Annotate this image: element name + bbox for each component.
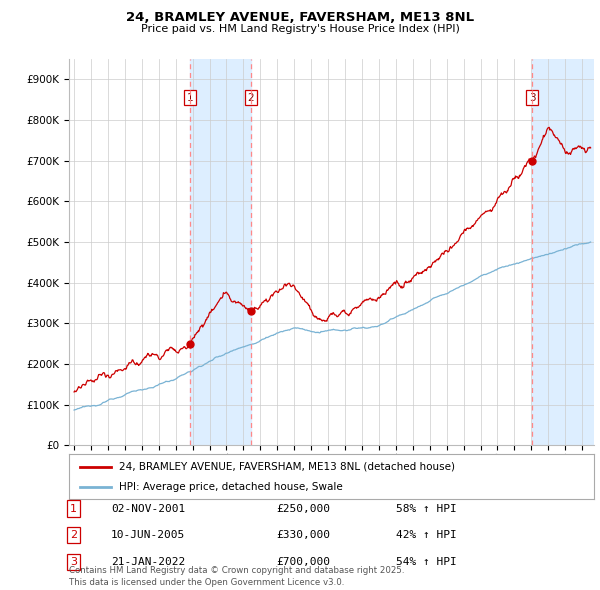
Text: 02-NOV-2001: 02-NOV-2001 (111, 504, 185, 513)
Text: 24, BRAMLEY AVENUE, FAVERSHAM, ME13 8NL (detached house): 24, BRAMLEY AVENUE, FAVERSHAM, ME13 8NL … (119, 462, 455, 471)
Text: 54% ↑ HPI: 54% ↑ HPI (396, 557, 457, 566)
Text: 58% ↑ HPI: 58% ↑ HPI (396, 504, 457, 513)
Text: 2: 2 (70, 530, 77, 540)
Text: £250,000: £250,000 (276, 504, 330, 513)
Text: 1: 1 (187, 93, 193, 103)
Text: 1: 1 (70, 504, 77, 513)
Text: 24, BRAMLEY AVENUE, FAVERSHAM, ME13 8NL: 24, BRAMLEY AVENUE, FAVERSHAM, ME13 8NL (126, 11, 474, 24)
Text: £330,000: £330,000 (276, 530, 330, 540)
Text: 3: 3 (529, 93, 535, 103)
Text: 3: 3 (70, 557, 77, 566)
Bar (532, 59, 594, 445)
Text: HPI: Average price, detached house, Swale: HPI: Average price, detached house, Swal… (119, 483, 343, 493)
Text: Price paid vs. HM Land Registry's House Price Index (HPI): Price paid vs. HM Land Registry's House … (140, 24, 460, 34)
Text: 10-JUN-2005: 10-JUN-2005 (111, 530, 185, 540)
Text: £700,000: £700,000 (276, 557, 330, 566)
Bar (190, 59, 251, 445)
Text: 42% ↑ HPI: 42% ↑ HPI (396, 530, 457, 540)
Text: 2: 2 (248, 93, 254, 103)
Text: 21-JAN-2022: 21-JAN-2022 (111, 557, 185, 566)
Text: Contains HM Land Registry data © Crown copyright and database right 2025.
This d: Contains HM Land Registry data © Crown c… (69, 566, 404, 587)
